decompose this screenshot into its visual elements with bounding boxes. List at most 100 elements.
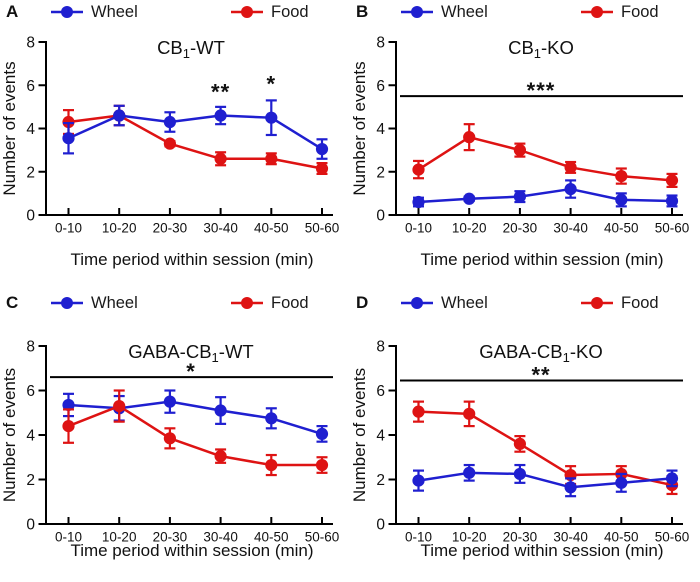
legend-item-food: Food [580, 3, 659, 21]
data-point-food [412, 405, 425, 418]
axes: 0 2 4 6 8 0-10 10-20 20-30 30-40 40-50 50-60 [26, 35, 339, 236]
x-tick-label: 10-20 [102, 221, 137, 236]
x-tick-label: 40-50 [254, 530, 289, 545]
legend-item-wheel: Wheel [50, 3, 138, 21]
data-point-wheel [315, 142, 329, 156]
data-point-wheel [62, 132, 75, 145]
panel-title: CB1-WT [157, 37, 225, 61]
data-point-food [513, 437, 526, 450]
data-point-wheel [214, 109, 227, 122]
significance-stars: * [267, 72, 277, 97]
x-tick-label: 10-20 [452, 530, 487, 545]
significance-annotation: ** [400, 362, 683, 387]
data-point-wheel [615, 476, 628, 489]
significance-annotation: * [267, 72, 277, 97]
y-axis-title: Number of events [0, 61, 19, 195]
data-point-wheel [163, 395, 176, 408]
data-point-food [214, 152, 227, 165]
panel-b: B Wheel Food CB1-KO Number of events Time … [350, 0, 700, 291]
y-tick-label: 2 [26, 164, 35, 181]
data-point-wheel [265, 111, 278, 124]
series-wheel [412, 179, 679, 209]
x-tick-label: 20-30 [503, 221, 538, 236]
data-point-wheel [513, 190, 526, 203]
x-axis-title: Time period within session (min) [420, 541, 663, 560]
data-point-wheel [463, 466, 476, 479]
x-tick-label: 40-50 [604, 530, 639, 545]
data-point-wheel [62, 398, 75, 412]
data-point-food [265, 152, 278, 165]
legend-item-food: Food [580, 294, 659, 312]
y-tick-label: 6 [376, 78, 385, 95]
y-axis-title: Number of events [0, 368, 19, 502]
data-point-food [463, 407, 476, 420]
data-point-food [412, 163, 425, 176]
significance-stars: * [186, 359, 196, 384]
legend-label-wheel: Wheel [91, 294, 138, 312]
legend-item-food: Food [230, 294, 309, 312]
data-point-food [315, 458, 329, 472]
y-tick-label: 4 [26, 428, 35, 445]
x-tick-label: 20-30 [153, 530, 188, 545]
food-marker-icon [581, 6, 613, 18]
x-axis-title: Time period within session (min) [70, 250, 313, 269]
y-tick-label: 0 [26, 517, 35, 534]
data-point-wheel [113, 109, 126, 122]
food-marker-icon [231, 6, 263, 18]
x-tick-label: 30-40 [203, 530, 238, 545]
panel-letter-b: B [356, 2, 369, 21]
x-tick-label: 40-50 [254, 221, 289, 236]
x-tick-label: 20-30 [153, 221, 188, 236]
plot-area-a: CB1-WT Number of events Time period within… [0, 35, 339, 270]
y-tick-label: 8 [376, 35, 385, 52]
wheel-marker-icon [401, 297, 433, 309]
data-point-food [163, 137, 176, 150]
data-point-wheel [564, 481, 577, 494]
y-tick-label: 0 [26, 208, 35, 225]
y-tick-label: 2 [26, 472, 35, 489]
x-axis-title: Time period within session (min) [70, 541, 313, 560]
data-point-food [214, 450, 227, 463]
data-point-wheel [615, 193, 628, 206]
significance-stars: ** [211, 79, 230, 104]
x-tick-label: 50-60 [305, 221, 340, 236]
x-tick-label: 0-10 [405, 221, 432, 236]
x-tick-label: 30-40 [553, 221, 588, 236]
series-food [62, 104, 329, 176]
y-tick-label: 2 [376, 164, 385, 181]
data-point-food [163, 432, 176, 445]
significance-annotation: * [50, 359, 333, 384]
panel-a: A Wheel Food CB1-WT Number of events Time … [0, 0, 350, 291]
legend-item-wheel: Wheel [400, 294, 488, 312]
significance-annotation: *** [400, 78, 683, 103]
data-point-food [265, 458, 278, 472]
data-point-food [513, 144, 526, 157]
y-axis-title: Number of events [350, 61, 369, 195]
legend-label-food: Food [271, 3, 309, 21]
series-food [412, 123, 679, 188]
y-tick-label: 2 [376, 472, 385, 489]
panel-c: C Wheel Food GABA-CB1-WT Number of events… [0, 291, 350, 582]
food-marker-icon [581, 297, 613, 309]
y-tick-label: 4 [376, 428, 385, 445]
legend-label-food: Food [621, 3, 659, 21]
data-point-wheel [412, 474, 425, 487]
plot-area-c: GABA-CB1-WT Number of events Time period w… [0, 339, 339, 561]
y-tick-label: 8 [26, 35, 35, 52]
data-point-wheel [665, 194, 679, 208]
legend-label-wheel: Wheel [441, 294, 488, 312]
food-marker-icon [231, 297, 263, 309]
x-tick-label: 10-20 [452, 221, 487, 236]
wheel-marker-icon [401, 6, 433, 18]
legend-label-food: Food [621, 294, 659, 312]
x-tick-label: 0-10 [55, 221, 82, 236]
wheel-marker-icon [51, 297, 83, 309]
wheel-marker-icon [51, 6, 83, 18]
data-point-food [665, 174, 679, 187]
y-tick-label: 6 [26, 383, 35, 400]
axes: 0 2 4 6 8 0-10 10-20 20-30 30-40 40-50 50-60 [26, 339, 339, 545]
y-tick-label: 8 [376, 339, 385, 356]
data-point-food [315, 162, 329, 175]
x-tick-label: 50-60 [655, 221, 690, 236]
